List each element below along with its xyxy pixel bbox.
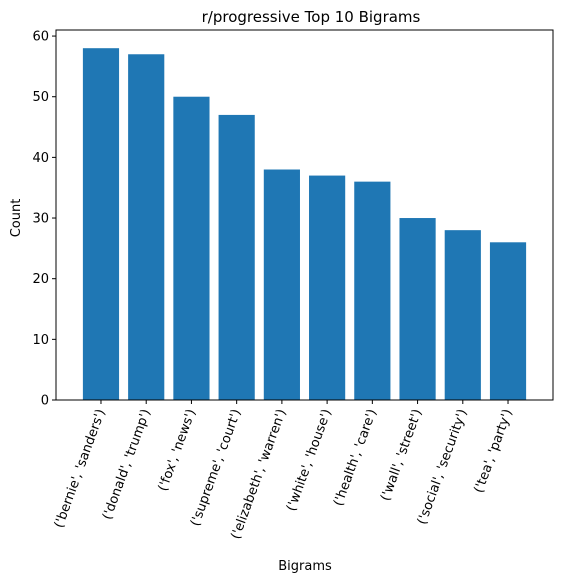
bar: [82, 48, 120, 401]
bar: [489, 242, 527, 400]
bar: [263, 169, 300, 400]
x-tick-label: ('supreme', 'court'): [188, 407, 244, 528]
y-axis: 0 10 20 30 40 50 60: [32, 30, 56, 409]
y-tick-label: 30: [32, 212, 49, 227]
y-axis-label: Count: [9, 199, 24, 238]
bar: [354, 181, 391, 400]
x-tick-label: ('health', 'care'): [331, 407, 380, 508]
y-tick-label: 50: [32, 90, 49, 105]
y-tick-label: 60: [32, 30, 49, 45]
x-tick-label: ('white', 'house'): [284, 407, 335, 513]
x-tick-label: ('donald', 'trump'): [100, 407, 154, 522]
bars-group: [82, 48, 527, 401]
y-tick-label: 0: [41, 394, 49, 409]
x-tick-label: ('wall', 'street'): [378, 407, 425, 503]
x-tick-label: ('bernie', 'sanders'): [52, 407, 109, 530]
bar: [399, 218, 436, 400]
x-tick-label: ('tea', 'party'): [472, 407, 516, 495]
x-axis: ('bernie', 'sanders')('donald', 'trump')…: [52, 400, 516, 541]
y-tick-label: 20: [32, 272, 49, 287]
y-tick-label: 10: [32, 333, 49, 348]
plot-frame: [55, 29, 554, 401]
x-axis-label: Bigrams: [278, 559, 332, 574]
bar: [309, 175, 346, 400]
chart-title: r/progressive Top 10 Bigrams: [202, 8, 421, 26]
bar: [173, 96, 210, 400]
bar: [218, 114, 255, 400]
bar: [128, 54, 165, 400]
x-tick-label: ('social', 'security'): [415, 407, 471, 526]
bar: [444, 230, 481, 400]
x-tick-label: ('fox', 'news'): [156, 407, 200, 493]
y-tick-label: 40: [32, 151, 49, 166]
